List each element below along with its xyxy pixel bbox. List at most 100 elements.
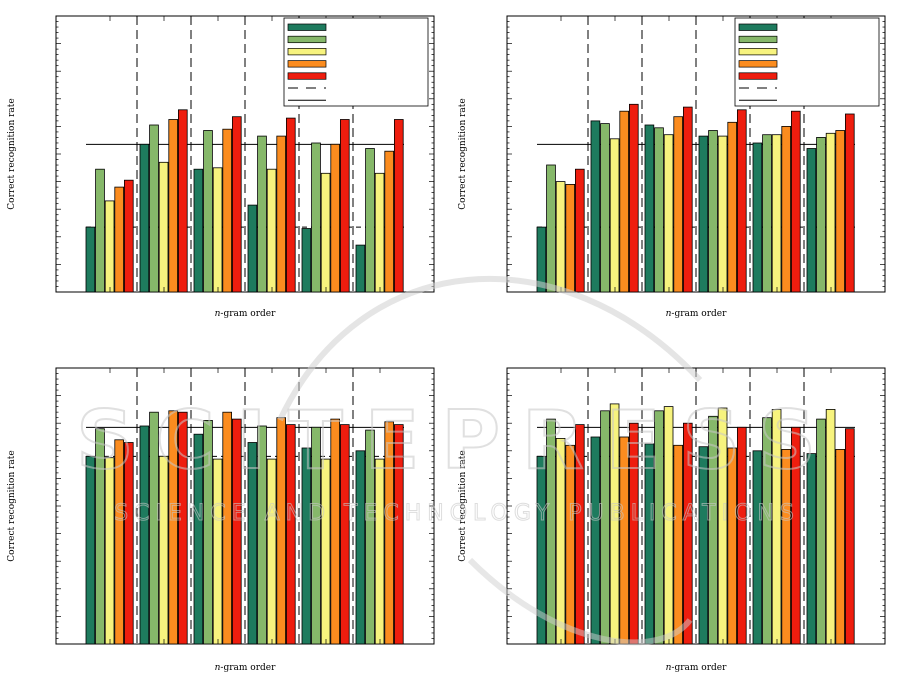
- y-axis-label: Correct recognition rate: [458, 98, 468, 209]
- bar-series-4-group-3: [222, 128, 233, 293]
- bar-series-4-group-4: [276, 135, 287, 293]
- bar-series-1-group-5: [301, 228, 312, 293]
- bar-series-2-group-3: [203, 420, 213, 645]
- legend-swatch-1: [738, 23, 778, 31]
- bar-series-2-group-4: [708, 130, 718, 293]
- bar-series-2-group-2: [149, 124, 159, 293]
- legend: [283, 17, 429, 107]
- bar-series-5-group-6: [844, 428, 855, 645]
- bar-series-4-group-3: [673, 116, 684, 293]
- bar-series-3-group-6: [825, 409, 836, 645]
- bar-series-2-group-1: [546, 164, 556, 293]
- bar-series-2-group-4: [257, 425, 267, 645]
- bar-series-4-group-1: [114, 439, 124, 645]
- bar-series-5-group-2: [629, 103, 639, 293]
- bar-series-4-group-2: [619, 436, 630, 645]
- bar-series-2-group-3: [654, 410, 664, 645]
- bar-series-3-group-3: [663, 406, 674, 645]
- legend-swatch-3: [287, 48, 327, 56]
- panel-bottom-left: n-gram order Correct recognition rate: [7, 367, 435, 673]
- bar-series-1-group-3: [193, 433, 204, 645]
- bar-series-4-group-2: [168, 119, 179, 293]
- bar-series-2-group-5: [311, 426, 321, 645]
- bar-series-4-group-6: [384, 150, 394, 293]
- panel-bottom-right: n-gram order Correct recognition rate: [458, 367, 886, 673]
- bar-series-5-group-2: [629, 422, 639, 645]
- bar-series-3-group-5: [771, 134, 782, 293]
- bar-series-3-group-5: [771, 409, 782, 645]
- bar-series-1-group-3: [193, 168, 204, 293]
- bar-series-3-group-6: [825, 132, 836, 293]
- bar-series-4-group-4: [727, 121, 738, 293]
- legend-swatch-4: [287, 60, 327, 68]
- bar-series-4-group-3: [673, 444, 684, 645]
- bar-series-1-group-5: [752, 142, 763, 293]
- bar-series-1-group-4: [698, 446, 709, 645]
- bar-series-3-group-2: [609, 403, 620, 645]
- bar-series-3-group-4: [266, 458, 277, 645]
- bar-series-2-group-3: [203, 130, 213, 293]
- legend-swatch-1: [287, 23, 327, 31]
- bar-series-3-group-3: [663, 134, 674, 293]
- bar-series-1-group-4: [247, 442, 258, 645]
- y-axis-label: Correct recognition rate: [7, 450, 17, 561]
- bar-series-5-group-6: [393, 424, 404, 645]
- bar-series-1-group-3: [644, 443, 655, 645]
- legend-swatch-4: [738, 60, 778, 68]
- bar-series-3-group-3: [212, 167, 223, 293]
- bar-series-5-group-3: [682, 422, 693, 645]
- bar-series-2-group-6: [816, 418, 826, 645]
- bar-series-2-group-5: [762, 134, 772, 293]
- x-axis-label: n-gram order: [666, 309, 727, 319]
- bar-group: [536, 103, 855, 293]
- bar-series-5-group-4: [736, 426, 747, 645]
- bar-series-3-group-2: [158, 455, 169, 645]
- bar-series-4-group-5: [781, 126, 791, 293]
- panel-top-left: n-gram order Correct recognition rate: [7, 15, 435, 319]
- bar-series-2-group-4: [257, 135, 267, 293]
- bar-series-5-group-4: [736, 109, 747, 293]
- bar-series-1-group-6: [806, 148, 817, 293]
- bar-series-3-group-4: [717, 407, 728, 645]
- bar-series-4-group-5: [330, 143, 340, 293]
- bar-series-5-group-2: [178, 411, 188, 645]
- axis-ticks: [56, 15, 434, 293]
- bar-series-2-group-6: [816, 137, 826, 293]
- bar-series-3-group-1: [104, 200, 115, 293]
- bar-series-3-group-1: [555, 438, 566, 645]
- bar-series-4-group-2: [619, 110, 630, 293]
- bar-series-4-group-3: [222, 411, 233, 645]
- bar-series-4-group-4: [727, 447, 738, 645]
- bar-series-2-group-5: [311, 142, 321, 293]
- bar-series-5-group-1: [575, 424, 585, 645]
- axis-ticks: [507, 15, 885, 293]
- bar-series-2-group-2: [149, 411, 159, 645]
- bar-series-1-group-6: [355, 450, 366, 645]
- panel-top-right: n-gram order Correct recognition rate: [458, 15, 886, 319]
- bar-series-5-group-1: [124, 179, 134, 293]
- bar-series-5-group-4: [285, 117, 296, 293]
- x-axis-label: n-gram order: [215, 309, 276, 319]
- bar-series-5-group-3: [231, 116, 242, 293]
- bar-series-1-group-6: [355, 244, 366, 293]
- bar-group: [85, 109, 404, 293]
- bar-series-5-group-5: [790, 426, 801, 645]
- bar-series-5-group-1: [575, 168, 585, 293]
- bar-series-5-group-5: [339, 424, 350, 645]
- bar-series-3-group-5: [320, 458, 331, 645]
- bar-series-1-group-3: [644, 124, 655, 293]
- bar-series-2-group-5: [762, 417, 772, 645]
- legend-swatch-2: [287, 35, 327, 44]
- x-axis-label: n-gram order: [215, 663, 276, 673]
- y-axis-label: Correct recognition rate: [458, 450, 468, 561]
- bar-series-1-group-2: [590, 436, 601, 645]
- bar-series-2-group-2: [600, 410, 610, 645]
- bar-series-5-group-3: [682, 106, 693, 293]
- bar-series-3-group-5: [320, 172, 331, 293]
- legend-swatch-3: [738, 48, 778, 56]
- bar-series-4-group-5: [330, 418, 340, 645]
- bar-series-2-group-1: [95, 428, 105, 645]
- bar-series-4-group-2: [168, 410, 179, 645]
- bar-series-4-group-4: [276, 417, 287, 645]
- bar-series-2-group-6: [365, 148, 375, 293]
